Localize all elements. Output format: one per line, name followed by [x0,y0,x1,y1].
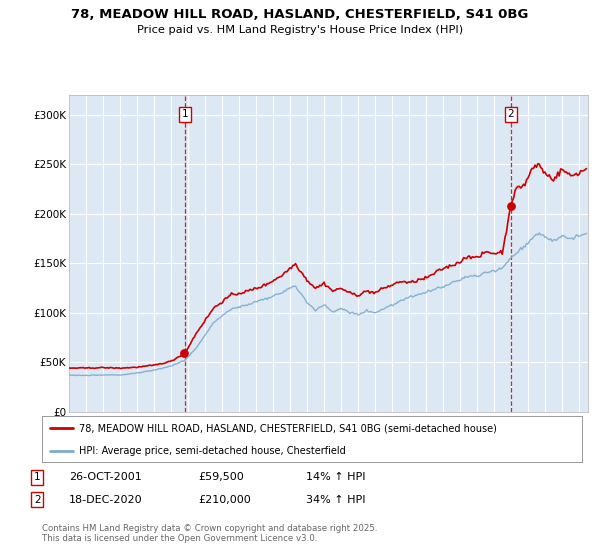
Text: £59,500: £59,500 [198,472,244,482]
Text: 78, MEADOW HILL ROAD, HASLAND, CHESTERFIELD, S41 0BG (semi-detached house): 78, MEADOW HILL ROAD, HASLAND, CHESTERFI… [79,423,497,433]
Text: 14% ↑ HPI: 14% ↑ HPI [306,472,365,482]
Text: 1: 1 [182,109,188,119]
Text: 1: 1 [34,472,41,482]
Text: 2: 2 [34,494,41,505]
Text: 34% ↑ HPI: 34% ↑ HPI [306,494,365,505]
Text: 2: 2 [508,109,514,119]
Text: Contains HM Land Registry data © Crown copyright and database right 2025.
This d: Contains HM Land Registry data © Crown c… [42,524,377,543]
Text: Price paid vs. HM Land Registry's House Price Index (HPI): Price paid vs. HM Land Registry's House … [137,25,463,35]
Point [506,201,515,210]
Point [179,348,189,357]
Text: 18-DEC-2020: 18-DEC-2020 [69,494,143,505]
Text: 78, MEADOW HILL ROAD, HASLAND, CHESTERFIELD, S41 0BG: 78, MEADOW HILL ROAD, HASLAND, CHESTERFI… [71,8,529,21]
Text: 26-OCT-2001: 26-OCT-2001 [69,472,142,482]
Text: HPI: Average price, semi-detached house, Chesterfield: HPI: Average price, semi-detached house,… [79,446,346,455]
Text: £210,000: £210,000 [198,494,251,505]
